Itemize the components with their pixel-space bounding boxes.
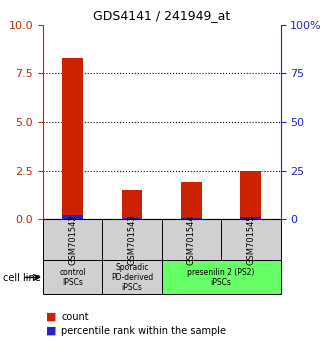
Bar: [102, 261, 162, 294]
Text: GSM701542: GSM701542: [68, 215, 77, 265]
Text: control
IPSCs: control IPSCs: [59, 268, 86, 287]
Text: percentile rank within the sample: percentile rank within the sample: [61, 326, 226, 336]
Bar: [162, 219, 221, 261]
Bar: [43, 219, 102, 261]
Bar: [121, 190, 142, 219]
Bar: [102, 219, 162, 261]
Bar: [162, 261, 280, 294]
Text: cell line: cell line: [3, 273, 41, 283]
Bar: [121, 218, 142, 219]
Text: presenilin 2 (PS2)
iPSCs: presenilin 2 (PS2) iPSCs: [187, 268, 255, 287]
Text: GSM701544: GSM701544: [187, 215, 196, 265]
Text: GSM701543: GSM701543: [127, 215, 137, 265]
Bar: [240, 171, 261, 219]
Text: GSM701545: GSM701545: [246, 215, 255, 265]
Bar: [43, 261, 102, 294]
Title: GDS4141 / 241949_at: GDS4141 / 241949_at: [93, 9, 230, 22]
Text: ■: ■: [46, 312, 57, 322]
Bar: [62, 215, 83, 219]
Bar: [181, 183, 202, 219]
Text: ■: ■: [46, 326, 57, 336]
Text: Sporadic
PD-derived
iPSCs: Sporadic PD-derived iPSCs: [111, 263, 153, 292]
Bar: [221, 219, 280, 261]
Text: count: count: [61, 312, 89, 322]
Bar: [240, 217, 261, 219]
Bar: [181, 218, 202, 219]
Bar: [62, 58, 83, 219]
